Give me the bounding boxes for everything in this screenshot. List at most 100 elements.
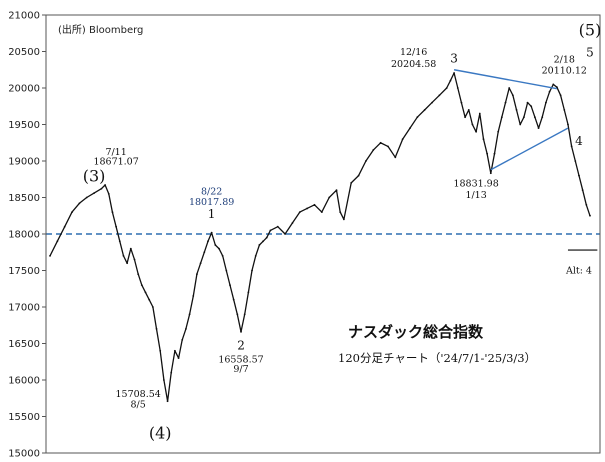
price-point — [221, 255, 224, 257]
annotation-wave3: 3 — [450, 51, 458, 65]
price-point — [339, 211, 342, 214]
price-point — [49, 255, 51, 257]
price-point — [431, 101, 433, 104]
price-point — [247, 291, 250, 294]
y-tick-label: 15000 — [8, 449, 40, 460]
annotation-feb18-date: 2/18 — [554, 54, 575, 65]
price-point — [258, 244, 261, 246]
annotation-wave4-paren: (4) — [149, 423, 172, 442]
price-point — [210, 231, 213, 234]
price-point — [460, 101, 463, 104]
price-point — [177, 357, 180, 359]
price-point — [170, 371, 173, 374]
price-point — [445, 87, 448, 89]
price-point — [203, 251, 206, 254]
price-point — [497, 130, 500, 133]
annotation-aug5-date: 8/5 — [131, 400, 146, 411]
price-point — [133, 258, 136, 261]
annotation-wave5: 5 — [586, 46, 594, 60]
upper-trendline — [453, 69, 558, 90]
price-point — [537, 127, 540, 130]
price-point — [475, 130, 478, 133]
price-point — [556, 86, 558, 89]
y-tick-label: 19500 — [8, 120, 40, 131]
price-point — [578, 174, 580, 177]
y-tick-label: 19000 — [8, 157, 40, 168]
price-point — [567, 123, 569, 126]
price-point — [126, 262, 129, 265]
annotation-wave2: 2 — [237, 338, 245, 352]
price-point — [365, 160, 367, 162]
source-note: (出所) Bloomberg — [58, 23, 143, 36]
price-point — [464, 116, 467, 119]
price-point — [500, 116, 503, 119]
price-point — [240, 330, 242, 333]
price-point — [115, 225, 118, 228]
price-line — [49, 72, 591, 402]
price-point — [269, 229, 272, 232]
price-point — [188, 313, 191, 316]
price-point — [526, 101, 529, 104]
annotation-wave1: 1 — [208, 207, 216, 221]
annotation-sep7-value: 16558.57 — [218, 354, 263, 365]
annotation-jul11-value: 18671.07 — [93, 157, 138, 168]
price-point — [276, 225, 279, 228]
price-point — [548, 90, 551, 93]
price-point — [504, 101, 507, 104]
price-point — [155, 328, 158, 330]
price-point — [342, 218, 345, 221]
annotation-feb18-value: 20110.12 — [542, 65, 587, 76]
price-point — [394, 156, 397, 159]
price-point — [63, 225, 66, 228]
y-tick-label: 15500 — [8, 412, 40, 423]
price-point — [162, 379, 165, 381]
price-point — [522, 116, 525, 119]
price-point — [508, 87, 511, 89]
price-point — [291, 222, 294, 224]
price-point — [251, 269, 253, 272]
price-point — [515, 109, 518, 111]
price-point — [173, 349, 176, 352]
price-point — [118, 240, 121, 243]
y-tick-label: 18500 — [8, 193, 40, 204]
price-point — [489, 172, 492, 175]
price-point — [236, 313, 239, 316]
price-point — [129, 247, 132, 250]
annotation-aug22-value: 18017.89 — [189, 197, 234, 208]
price-point — [456, 87, 459, 89]
price-point — [151, 306, 154, 308]
price-point — [166, 400, 169, 403]
price-point — [335, 189, 338, 192]
price-point — [409, 127, 411, 130]
price-point — [298, 211, 301, 214]
price-point — [478, 112, 481, 115]
annotation-aug5-value: 15708.54 — [115, 389, 160, 400]
annotation-jul11-date: 7/11 — [105, 147, 126, 158]
price-point — [559, 94, 562, 97]
price-point — [192, 295, 195, 297]
lower-trendline — [490, 127, 569, 171]
annotation-aug22-date: 8/22 — [201, 187, 222, 198]
price-point — [574, 160, 577, 162]
price-point — [589, 214, 591, 217]
annotation-alt4: Alt: 4 — [565, 265, 592, 276]
price-point — [320, 211, 323, 214]
price-point — [482, 138, 485, 141]
price-point — [93, 192, 95, 195]
y-tick-label: 16000 — [8, 376, 40, 387]
price-point — [207, 240, 209, 243]
annotation-wave5-paren: (5) — [579, 20, 602, 39]
price-point — [570, 145, 573, 148]
price-point — [533, 116, 536, 119]
annotation-jan13-date: 1/13 — [465, 190, 486, 201]
price-point — [144, 291, 147, 294]
price-point — [486, 152, 489, 155]
price-point — [148, 298, 151, 301]
price-point — [453, 72, 455, 74]
price-point — [218, 247, 220, 250]
price-point — [225, 269, 228, 272]
price-point — [100, 187, 103, 190]
price-point — [140, 284, 143, 286]
